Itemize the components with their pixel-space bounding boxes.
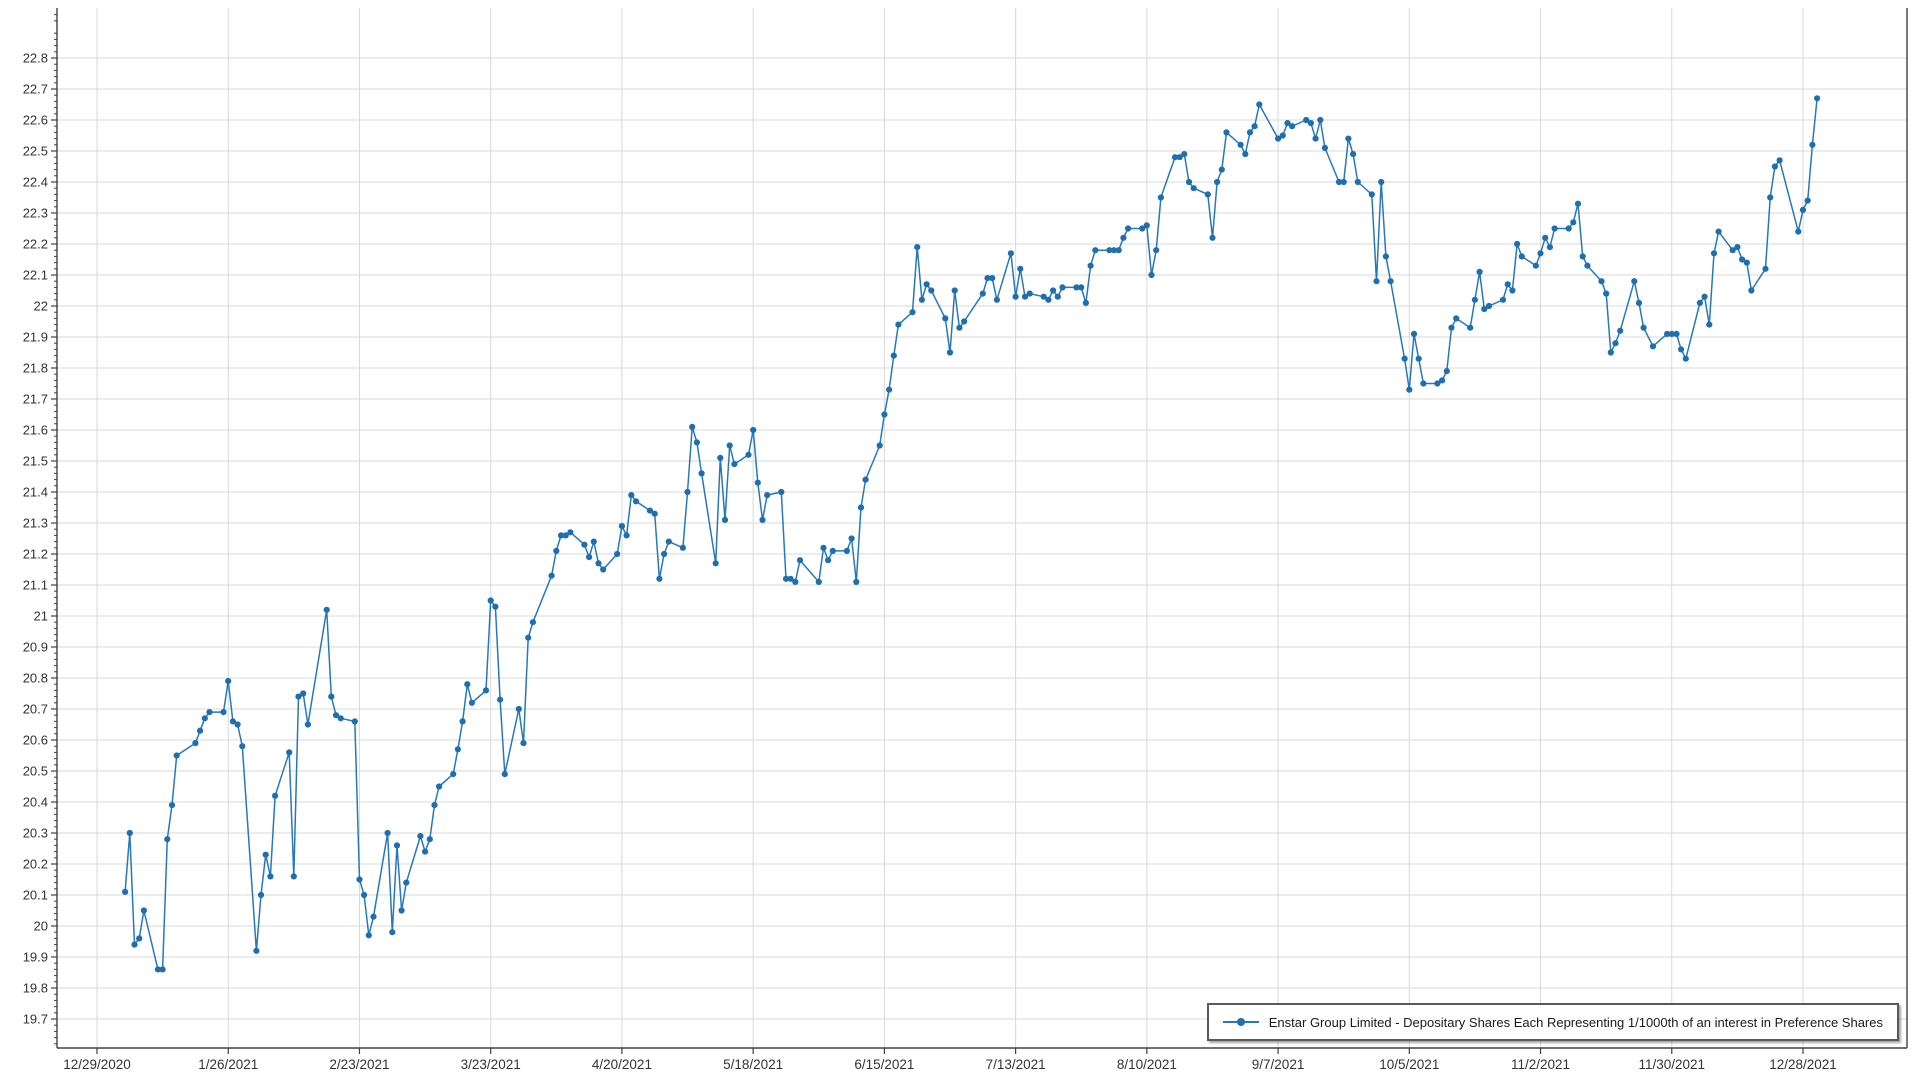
- legend-label: Enstar Group Limited - Depositary Shares…: [1268, 1014, 1883, 1030]
- price-series: [122, 95, 1821, 973]
- x-axis-labels: 12/29/2020 1/26/2021 2/23/2021 3/23/2021 4/2…: [63, 1057, 1837, 1072]
- svg-text:22.4: 22.4: [23, 175, 48, 190]
- svg-text:21.4: 21.4: [23, 485, 48, 500]
- grid-lines: [57, 8, 1907, 1048]
- plot-frame: [56, 8, 1908, 1049]
- svg-text:22.5: 22.5: [23, 144, 48, 159]
- legend: Enstar Group Limited - Depositary Shares…: [1206, 1003, 1899, 1041]
- svg-text:21: 21: [34, 609, 48, 624]
- svg-text:21.3: 21.3: [23, 516, 48, 531]
- svg-text:19.8: 19.8: [23, 981, 48, 996]
- svg-text:19.7: 19.7: [23, 1012, 48, 1027]
- legend-line-marker-icon: [1222, 1017, 1259, 1027]
- svg-text:21.6: 21.6: [23, 423, 48, 438]
- svg-text:22.8: 22.8: [23, 51, 48, 66]
- svg-text:6/15/2021: 6/15/2021: [854, 1057, 914, 1072]
- svg-text:20.5: 20.5: [23, 764, 48, 779]
- axis-ticks: [51, 14, 1804, 1054]
- svg-text:11/2/2021: 11/2/2021: [1511, 1057, 1570, 1072]
- svg-text:21.2: 21.2: [23, 547, 48, 562]
- svg-text:2/23/2021: 2/23/2021: [329, 1057, 389, 1072]
- svg-text:4/20/2021: 4/20/2021: [592, 1057, 652, 1072]
- svg-text:22.3: 22.3: [23, 206, 48, 221]
- svg-text:21.8: 21.8: [23, 361, 48, 376]
- svg-text:10/5/2021: 10/5/2021: [1379, 1057, 1439, 1072]
- svg-text:12/29/2020: 12/29/2020: [63, 1057, 131, 1072]
- svg-text:22.2: 22.2: [23, 237, 48, 252]
- svg-text:21.7: 21.7: [23, 392, 48, 407]
- svg-text:22.7: 22.7: [23, 82, 48, 97]
- svg-text:20.3: 20.3: [23, 826, 48, 841]
- svg-text:20.9: 20.9: [23, 640, 48, 655]
- svg-text:20: 20: [34, 919, 48, 934]
- svg-text:20.7: 20.7: [23, 702, 48, 717]
- svg-text:20.4: 20.4: [23, 795, 48, 810]
- svg-text:11/30/2021: 11/30/2021: [1638, 1057, 1705, 1072]
- svg-text:5/18/2021: 5/18/2021: [723, 1057, 783, 1072]
- svg-text:21.1: 21.1: [23, 578, 48, 593]
- svg-text:21.5: 21.5: [23, 454, 48, 469]
- svg-text:21.9: 21.9: [23, 330, 48, 345]
- svg-text:8/10/2021: 8/10/2021: [1117, 1057, 1177, 1072]
- y-axis-labels: 19.7 19.8 19.9 20 20.1 20.2 20.3 20.4 20.5 20.6 20…: [23, 51, 48, 1027]
- svg-text:22.6: 22.6: [23, 113, 48, 128]
- svg-text:22.1: 22.1: [23, 268, 48, 283]
- svg-text:22: 22: [34, 299, 48, 314]
- svg-text:1/26/2021: 1/26/2021: [198, 1057, 258, 1072]
- svg-text:20.1: 20.1: [23, 888, 48, 903]
- svg-text:12/28/2021: 12/28/2021: [1769, 1057, 1837, 1072]
- svg-text:20.8: 20.8: [23, 671, 48, 686]
- svg-text:7/13/2021: 7/13/2021: [986, 1057, 1046, 1072]
- svg-text:20.2: 20.2: [23, 857, 48, 872]
- svg-text:9/7/2021: 9/7/2021: [1252, 1057, 1305, 1072]
- svg-text:19.9: 19.9: [23, 950, 48, 965]
- svg-text:20.6: 20.6: [23, 733, 48, 748]
- svg-text:3/23/2021: 3/23/2021: [461, 1057, 521, 1072]
